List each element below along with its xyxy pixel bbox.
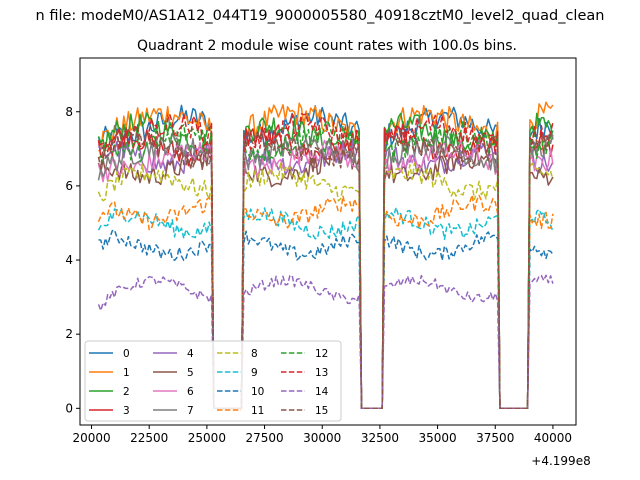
x-tick-label: 35000: [418, 431, 456, 445]
series-line-11: [97, 194, 554, 410]
series-layer: [97, 101, 554, 410]
x-tick-label: 25000: [188, 431, 226, 445]
series-line-10: [98, 229, 554, 410]
legend-label-11: 11: [251, 405, 264, 417]
x-axis: 20000 22500 25000 27500 30000 32500 35000 37500…: [72, 425, 572, 445]
x-tick-label: 22500: [130, 431, 168, 445]
x-tick-label: 20000: [72, 431, 110, 445]
series-line-9: [97, 206, 554, 410]
x-tick-label: 27500: [245, 431, 283, 445]
x-tick-label: 40000: [534, 431, 572, 445]
legend-label-13: 13: [315, 367, 328, 379]
series-line-7: [97, 132, 554, 410]
y-tick-label: 2: [65, 327, 73, 341]
legend-label-4: 4: [187, 348, 194, 360]
legend-label-1: 1: [123, 367, 130, 379]
y-tick-label: 4: [65, 253, 73, 267]
y-tick-label: 8: [65, 105, 73, 119]
legend-label-9: 9: [251, 367, 258, 379]
series-line-6: [97, 139, 554, 410]
x-tick-label: 30000: [303, 431, 341, 445]
series-line-13: [98, 113, 554, 410]
series-line-1: [98, 101, 554, 410]
legend-label-14: 14: [315, 386, 329, 398]
legend-label-2: 2: [123, 386, 130, 398]
legend-frame: [84, 340, 342, 422]
legend-label-7: 7: [187, 405, 194, 417]
x-tick-label: 37500: [476, 431, 514, 445]
chart-title: Quadrant 2 module wise count rates with …: [137, 38, 517, 54]
legend-label-3: 3: [123, 405, 130, 417]
y-tick-label: 0: [65, 401, 73, 415]
series-line-14: [97, 274, 554, 410]
legend-label-5: 5: [187, 367, 194, 379]
legend-label-12: 12: [315, 348, 328, 360]
y-tick-label: 6: [65, 179, 73, 193]
series-line-8: [97, 162, 554, 410]
y-axis: 0 2 4 6 8: [65, 105, 80, 415]
x-offset-label: +4.199e8: [531, 454, 590, 468]
axes-frame: [79, 57, 577, 426]
legend-label-6: 6: [187, 386, 194, 398]
legend-label-15: 15: [315, 405, 328, 417]
figure-suptitle: n file: modeM0/AS1A12_044T19_9000005580_…: [36, 8, 605, 24]
series-line-15: [97, 127, 554, 410]
legend-label-8: 8: [251, 348, 258, 360]
legend-label-0: 0: [123, 348, 130, 360]
x-tick-label: 32500: [361, 431, 399, 445]
legend-label-10: 10: [251, 386, 264, 398]
